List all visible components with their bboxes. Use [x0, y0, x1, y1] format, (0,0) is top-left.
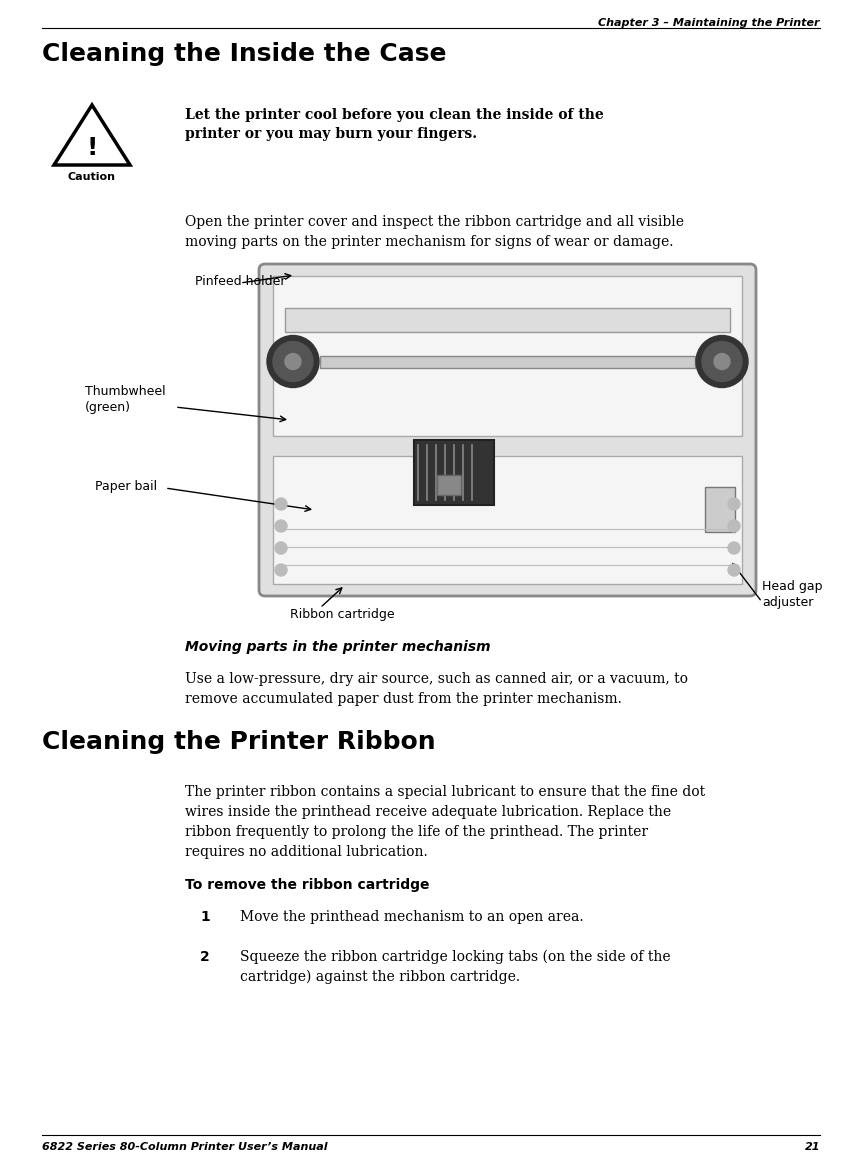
Text: remove accumulated paper dust from the printer mechanism.: remove accumulated paper dust from the p… — [185, 692, 622, 706]
Text: Squeeze the ribbon cartridge locking tabs (on the side of the: Squeeze the ribbon cartridge locking tab… — [240, 949, 671, 965]
Text: printer or you may burn your fingers.: printer or you may burn your fingers. — [185, 127, 477, 141]
Text: Thumbwheel: Thumbwheel — [85, 384, 166, 398]
Text: Caution: Caution — [68, 172, 116, 182]
FancyBboxPatch shape — [285, 308, 730, 332]
Text: requires no additional lubrication.: requires no additional lubrication. — [185, 845, 428, 859]
Text: Ribbon cartridge: Ribbon cartridge — [290, 608, 394, 621]
Text: Head gap: Head gap — [762, 580, 823, 593]
Circle shape — [728, 520, 740, 532]
Text: Use a low-pressure, dry air source, such as canned air, or a vacuum, to: Use a low-pressure, dry air source, such… — [185, 672, 688, 686]
FancyBboxPatch shape — [705, 487, 735, 532]
Circle shape — [275, 520, 287, 532]
Circle shape — [702, 341, 742, 381]
Text: Move the printhead mechanism to an open area.: Move the printhead mechanism to an open … — [240, 910, 584, 924]
Text: Chapter 3 – Maintaining the Printer: Chapter 3 – Maintaining the Printer — [598, 17, 820, 28]
Text: Moving parts in the printer mechanism: Moving parts in the printer mechanism — [185, 640, 490, 654]
Circle shape — [728, 497, 740, 510]
Text: 21: 21 — [804, 1142, 820, 1152]
Text: Let the printer cool before you clean the inside of the: Let the printer cool before you clean th… — [185, 108, 604, 122]
Circle shape — [275, 564, 287, 576]
Text: The printer ribbon contains a special lubricant to ensure that the fine dot: The printer ribbon contains a special lu… — [185, 785, 706, 799]
Text: 6822 Series 80-Column Printer User’s Manual: 6822 Series 80-Column Printer User’s Man… — [42, 1142, 327, 1152]
Text: Cleaning the Inside the Case: Cleaning the Inside the Case — [42, 42, 446, 66]
Circle shape — [285, 353, 301, 369]
Text: wires inside the printhead receive adequate lubrication. Replace the: wires inside the printhead receive adequ… — [185, 805, 672, 819]
Circle shape — [728, 564, 740, 576]
Circle shape — [275, 497, 287, 510]
Circle shape — [273, 341, 313, 381]
Circle shape — [275, 542, 287, 555]
Text: moving parts on the printer mechanism for signs of wear or damage.: moving parts on the printer mechanism fo… — [185, 235, 673, 249]
FancyBboxPatch shape — [259, 264, 756, 596]
Text: Pinfeed holder: Pinfeed holder — [195, 275, 286, 288]
Circle shape — [728, 542, 740, 555]
Text: 1: 1 — [200, 910, 210, 924]
Text: To remove the ribbon cartridge: To remove the ribbon cartridge — [185, 878, 429, 892]
Text: adjuster: adjuster — [762, 596, 813, 609]
Text: Paper bail: Paper bail — [95, 480, 157, 493]
FancyBboxPatch shape — [273, 276, 742, 437]
Text: ribbon frequently to prolong the life of the printhead. The printer: ribbon frequently to prolong the life of… — [185, 825, 648, 839]
FancyBboxPatch shape — [437, 475, 462, 495]
Text: !: ! — [87, 136, 98, 160]
Text: (green): (green) — [85, 401, 131, 414]
Text: Open the printer cover and inspect the ribbon cartridge and all visible: Open the printer cover and inspect the r… — [185, 216, 684, 230]
FancyBboxPatch shape — [414, 440, 495, 506]
Circle shape — [714, 353, 730, 369]
Text: 2: 2 — [200, 949, 210, 963]
Circle shape — [696, 336, 748, 388]
FancyBboxPatch shape — [320, 355, 695, 367]
Text: Cleaning the Printer Ribbon: Cleaning the Printer Ribbon — [42, 730, 435, 754]
FancyBboxPatch shape — [273, 456, 742, 584]
Text: cartridge) against the ribbon cartridge.: cartridge) against the ribbon cartridge. — [240, 970, 520, 984]
Circle shape — [267, 336, 319, 388]
